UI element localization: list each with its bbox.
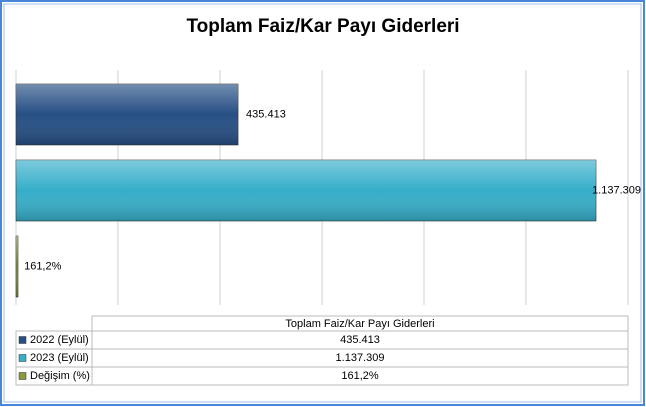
legend-label: 2023 (Eylül) xyxy=(30,352,89,364)
legend-swatch xyxy=(18,372,27,380)
bar-shade xyxy=(16,236,18,297)
bar-shade xyxy=(16,84,239,145)
table-row xyxy=(15,366,629,386)
legend-swatch xyxy=(18,354,27,362)
legend-label: 2022 (Eylül) xyxy=(30,334,89,346)
legend-swatch xyxy=(18,336,27,344)
table-value: 161,2% xyxy=(341,370,379,382)
data-label: 435.413 xyxy=(246,108,286,120)
table-header: Toplam Faiz/Kar Payı Giderleri xyxy=(285,318,434,330)
frame-inner xyxy=(3,3,642,403)
data-label: 161,2% xyxy=(24,260,62,272)
bar-shade xyxy=(16,160,597,221)
table-value: 1.137.309 xyxy=(336,352,385,364)
data-label: 1.137.309 xyxy=(592,184,641,196)
legend-label: Değişim (%) xyxy=(30,370,90,382)
chart-title: Toplam Faiz/Kar Payı Giderleri xyxy=(186,16,459,37)
table-value: 435.413 xyxy=(340,334,380,346)
